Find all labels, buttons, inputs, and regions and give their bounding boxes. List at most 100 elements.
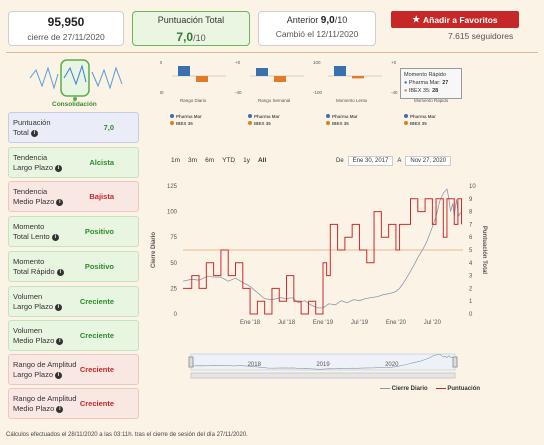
indicator-row[interactable]: Rango de Amplitud Medio Plazo i Creciente xyxy=(8,388,139,419)
indicator-row[interactable]: Momento Total Rápido i Positivo xyxy=(8,251,139,282)
previous-score-date: Cambió el 12/11/2020 xyxy=(275,29,359,39)
range-button[interactable]: 6m xyxy=(205,157,215,164)
indicator-label-line-1: Tendencia xyxy=(13,153,48,162)
indicator-label: Tendencia Medio Plazo i xyxy=(13,187,64,207)
previous-score-value: 9,0 xyxy=(320,15,335,26)
info-icon[interactable]: i xyxy=(51,233,59,241)
navigator-label: 2018 xyxy=(248,362,262,368)
range-button[interactable]: 1m xyxy=(171,157,181,164)
tooltip-line-2-name: IBEX 35: xyxy=(408,88,431,94)
y-left-tick: 100 xyxy=(167,210,178,216)
y-right-tick: 7 xyxy=(469,222,473,228)
y-left-axis-label: Cierre Diario xyxy=(151,232,157,268)
legend-dot-orange-icon xyxy=(170,121,174,125)
legend-close-swatch-icon xyxy=(380,387,390,389)
mini-chart-label: Momento Rápido xyxy=(414,98,449,103)
mini-chart-tick: +0 xyxy=(391,60,397,65)
tooltip-dot-orange-icon: ● xyxy=(404,88,408,94)
mini-chart-bar-pharma xyxy=(256,68,268,76)
info-icon[interactable]: i xyxy=(55,371,63,379)
legend-dot-orange-icon xyxy=(326,121,330,125)
consolidation-thumb-line-1 xyxy=(29,66,59,90)
legend-score-label: Puntuación xyxy=(447,386,481,392)
consolidation-label: Consolidación xyxy=(52,101,97,108)
indicator-value: Positivo xyxy=(84,262,114,271)
y-left-tick: 75 xyxy=(170,235,177,241)
mini-chart-label: Rango Diario xyxy=(180,98,207,103)
previous-score-card: Anterior 9,0/10 Cambió el 12/11/2020 xyxy=(258,11,376,46)
indicator-label: Rango de Amplitud Largo Plazo i xyxy=(13,360,76,380)
legend-dot-blue-icon xyxy=(248,114,252,118)
legend-score[interactable]: Puntuación xyxy=(435,386,481,392)
indicator-row[interactable]: Rango de Amplitud Largo Plazo i Creciente xyxy=(8,354,139,385)
x-tick: Jul '20 xyxy=(424,320,442,326)
from-date-input[interactable]: Ene 30, 2017 xyxy=(347,156,394,166)
range-button[interactable]: All xyxy=(257,157,267,164)
x-tick: Jul '19 xyxy=(351,320,369,326)
info-icon[interactable]: i xyxy=(55,164,63,172)
from-label: De xyxy=(336,158,344,164)
mini-legend-pharma: Pharma Mar xyxy=(176,114,202,119)
navigator-handle-left[interactable] xyxy=(188,356,194,368)
followers-count: 7.615 seguidores xyxy=(448,31,514,41)
legend-dot-blue-icon xyxy=(404,114,408,118)
price-value: 95,950 xyxy=(47,15,85,29)
indicator-value: Creciente xyxy=(79,399,114,408)
y-right-tick: 6 xyxy=(469,235,473,241)
star-icon: ★ xyxy=(412,14,420,24)
indicator-row[interactable]: Puntuación Total i 7,0 xyxy=(8,112,139,143)
indicator-label-line-2: Medio Plazo xyxy=(13,197,55,206)
momentum-tooltip: Momento Rápido ● Pharma Mar: 27 ● IBEX 3… xyxy=(400,68,462,99)
range-button[interactable]: 1y xyxy=(243,157,250,164)
consolidation-thumbnail[interactable] xyxy=(28,58,124,106)
indicator-row[interactable]: Volumen Largo Plazo i Creciente xyxy=(8,286,139,317)
mini-legend-ibex: IBEX 35 xyxy=(254,121,271,126)
indicator-row[interactable]: Tendencia Medio Plazo i Bajista xyxy=(8,181,139,212)
legend-close[interactable]: Cierre Diario xyxy=(380,386,428,392)
mini-chart-tick: +0 xyxy=(235,60,241,65)
total-score-value-wrap: 7,0/10 xyxy=(133,28,249,46)
indicator-row[interactable]: Momento Total Lento i Positivo xyxy=(8,216,139,247)
indicator-row[interactable]: Tendencia Largo Plazo i Alcista xyxy=(8,147,139,178)
total-score-value: 7,0 xyxy=(176,30,194,44)
mini-chart-label: Momento Lento xyxy=(336,98,368,103)
info-icon[interactable]: i xyxy=(56,405,64,413)
indicator-row[interactable]: Volumen Medio Plazo i Creciente xyxy=(8,320,139,351)
navigator-scrollbar[interactable] xyxy=(190,372,456,379)
range-button[interactable]: YTD xyxy=(222,157,236,164)
mini-chart-tick: -40 xyxy=(391,90,398,95)
main-chart[interactable]: 0 25 50 75 100 125 0 1 2 3 4 5 6 7 8 9 10 Ene '18 Jul '18 E… xyxy=(145,168,490,390)
indicator-label: Tendencia Largo Plazo i xyxy=(13,153,63,173)
navigator-handle-right[interactable] xyxy=(452,356,458,368)
indicator-label-line-2: Medio Plazo xyxy=(13,404,55,413)
mini-chart-bar-ibex xyxy=(352,76,364,79)
total-score-max: /10 xyxy=(193,33,206,43)
previous-score-line: Anterior 9,0/10 xyxy=(259,15,375,26)
previous-score-max: /10 xyxy=(334,15,348,25)
mini-chart-label: Rango Semanal xyxy=(258,98,290,103)
info-icon[interactable]: i xyxy=(30,129,38,137)
tooltip-line-1-value: 27 xyxy=(442,80,449,86)
info-icon[interactable]: i xyxy=(56,198,64,206)
mini-chart-tick: +0 xyxy=(160,60,163,65)
consolidation-thumb-dot xyxy=(73,97,77,101)
indicator-value: Creciente xyxy=(79,297,114,306)
y-right-tick: 8 xyxy=(469,210,473,216)
y-right-tick: 4 xyxy=(469,261,473,267)
y-right-tick: 10 xyxy=(469,184,476,190)
mini-chart-bar-pharma xyxy=(334,66,346,76)
price-date: cierre de 27/11/2020 xyxy=(27,32,105,42)
indicator-label-line-2: Total Lento xyxy=(13,232,50,241)
info-icon[interactable]: i xyxy=(55,303,63,311)
to-date-input[interactable]: Nov 27, 2020 xyxy=(405,156,452,166)
info-icon[interactable]: i xyxy=(56,337,64,345)
range-button[interactable]: 3m xyxy=(188,157,198,164)
indicator-value: Positivo xyxy=(84,227,114,236)
indicator-value: 7,0 xyxy=(103,123,114,132)
legend-score-swatch-icon xyxy=(435,387,446,389)
info-icon[interactable]: i xyxy=(56,268,64,276)
mini-legend-pharma: Pharma Mar xyxy=(332,114,358,119)
add-favorites-button[interactable]: ★ Añadir a Favoritos xyxy=(391,11,519,28)
indicator-label-line-2: Largo Plazo xyxy=(13,370,54,379)
y-right-tick: 3 xyxy=(469,274,473,280)
